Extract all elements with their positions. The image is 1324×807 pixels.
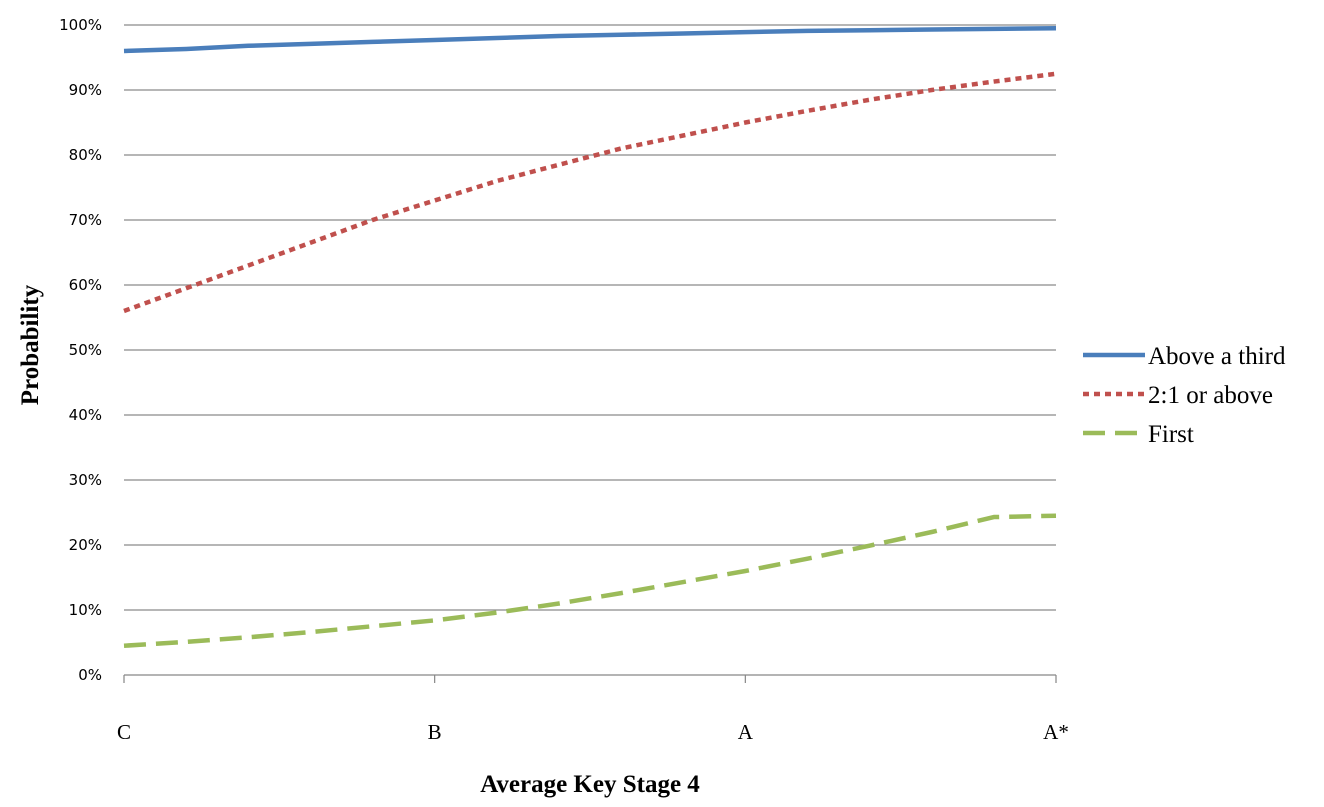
y-tick-label: 70%: [69, 211, 102, 229]
y-tick-label: 0%: [78, 666, 102, 684]
legend-label: Above a third: [1148, 343, 1286, 370]
x-tick-label: A: [738, 720, 754, 744]
series-line-3: [123, 513, 1057, 648]
y-axis-title: Probability: [17, 284, 44, 405]
x-tick-label: A*: [1043, 720, 1069, 744]
x-axis-title: Average Key Stage 4: [480, 771, 700, 798]
legend-label: 2:1 or above: [1148, 382, 1273, 409]
y-tick-label: 50%: [69, 341, 102, 359]
gridlines: [124, 24, 1056, 676]
y-tick-label: 90%: [69, 81, 102, 99]
x-tick-label: B: [428, 720, 442, 744]
y-tick-label: 60%: [69, 276, 102, 294]
x-tick-labels: C B A A*: [117, 720, 1069, 744]
y-tick-label: 100%: [59, 16, 102, 34]
x-axis: [123, 675, 1057, 683]
y-tick-label: 40%: [69, 406, 102, 424]
y-tick-label: 30%: [69, 471, 102, 489]
y-tick-label: 20%: [69, 536, 102, 554]
series-lines: [123, 26, 1057, 648]
series-line-1: [123, 26, 1057, 54]
y-tick-labels: 0% 10% 20% 30% 40% 50% 60% 70% 80% 90% 100%: [59, 16, 102, 684]
x-tick-label: C: [117, 720, 131, 744]
legend-label: First: [1148, 421, 1194, 448]
series-line-2: [123, 71, 1057, 314]
y-tick-label: 10%: [69, 601, 102, 619]
legend: Above a third 2:1 or above First: [1083, 343, 1286, 448]
y-tick-label: 80%: [69, 146, 102, 164]
